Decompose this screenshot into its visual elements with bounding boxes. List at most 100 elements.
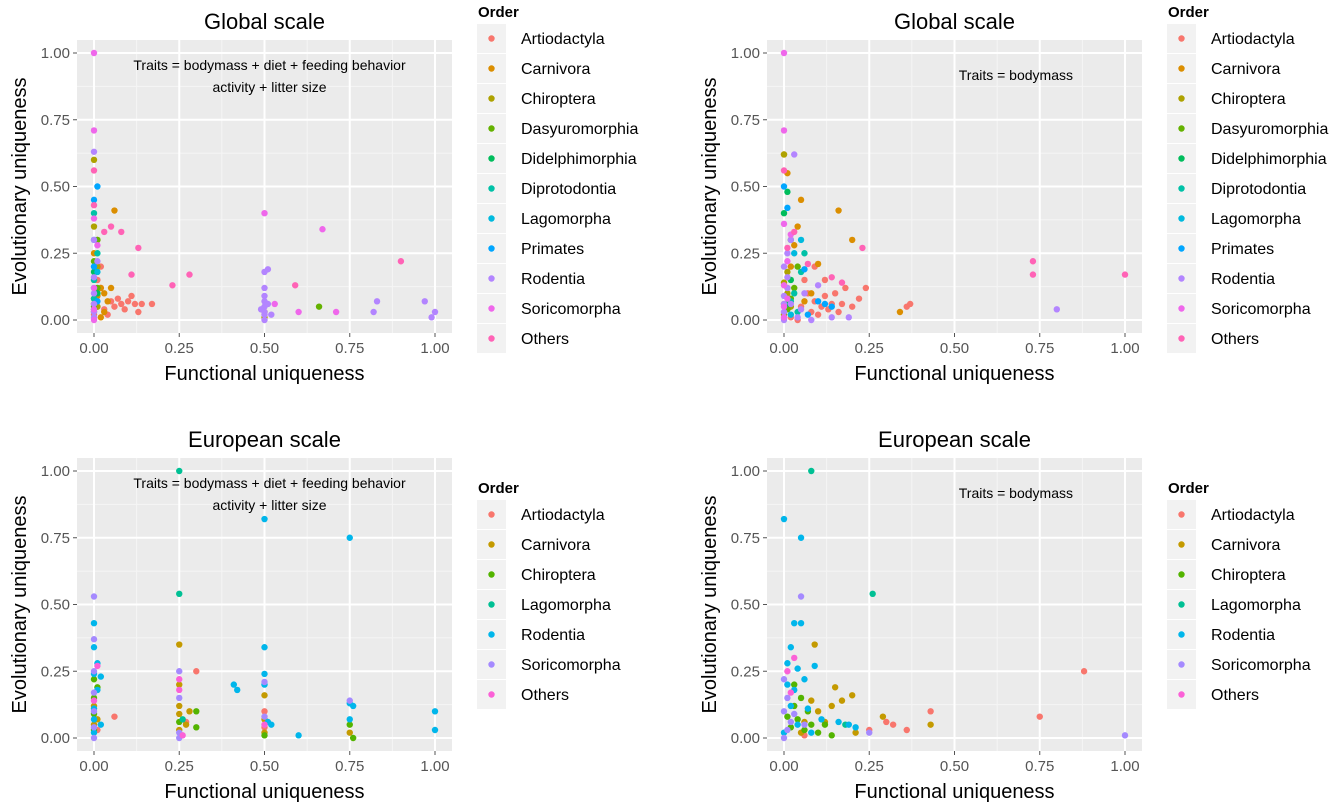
data-point-carnivora	[808, 290, 815, 297]
x-tick-label: 0.75	[1025, 340, 1054, 357]
x-tick-label: 0.00	[79, 758, 108, 775]
data-point-rodentia	[428, 314, 435, 321]
legend-label: Diprotodontia	[521, 181, 616, 198]
data-point-dasyuromorphia	[794, 263, 801, 270]
data-point-primates	[90, 196, 98, 204]
data-point-carnivora	[879, 713, 887, 720]
data-point-carnivora	[176, 702, 183, 710]
data-point-chiroptera	[261, 732, 268, 739]
legend-swatch	[488, 65, 495, 72]
y-tick-label: 0.50	[731, 179, 760, 196]
legend-label: Carnivora	[521, 537, 590, 554]
data-point-rodentia	[787, 702, 795, 710]
x-axis-title: Functional uniqueness	[854, 781, 1054, 802]
y-tick-label: 0.00	[41, 730, 70, 747]
data-point-others	[90, 167, 98, 174]
data-point-rodentia	[370, 308, 377, 316]
legend-swatch	[1178, 335, 1185, 342]
data-point-others	[186, 271, 193, 278]
scatter-plot-svg: 0.00 0.00 0.25 0.25 0.50 0.50 0.75 0.75 1.00 1.00…	[9, 427, 621, 803]
data-point-carnivora	[176, 710, 183, 718]
data-point-soricomorpha	[780, 734, 788, 742]
data-point-chiroptera	[90, 223, 98, 230]
data-point-soricomorpha	[90, 724, 98, 731]
legend-swatch	[488, 95, 495, 102]
data-point-rodentia	[845, 314, 852, 321]
data-point-lagomorpha	[179, 716, 186, 723]
y-axis-title: Evolutionary uniqueness	[699, 496, 721, 714]
legend-label: Artiodactyla	[1211, 507, 1295, 524]
data-point-soricomorpha	[784, 726, 791, 734]
data-point-rodentia	[835, 718, 842, 726]
data-point-soricomorpha	[784, 694, 791, 702]
data-point-others	[94, 662, 101, 670]
data-point-primates	[814, 298, 822, 305]
legend-label: Rodentia	[1211, 271, 1275, 288]
legend-title: Order	[478, 4, 519, 21]
data-point-rodentia	[431, 308, 439, 316]
data-point-carnivora	[107, 284, 115, 292]
data-point-carnivora	[176, 641, 183, 648]
data-point-primates	[94, 183, 101, 190]
data-point-lagomorpha	[869, 590, 876, 598]
data-point-carnivora	[849, 236, 856, 244]
legend-label: Dasyuromorphia	[521, 121, 638, 138]
y-tick-label: 0.75	[731, 530, 760, 547]
data-point-rodentia	[261, 316, 268, 324]
data-point-others	[780, 167, 788, 174]
data-point-others	[828, 274, 835, 281]
data-point-soricomorpha	[176, 694, 183, 702]
data-point-soricomorpha	[791, 710, 798, 718]
data-point-rodentia	[808, 316, 815, 324]
data-point-soricomorpha	[90, 636, 98, 643]
data-point-rodentia	[431, 726, 439, 734]
y-tick-label: 0.75	[731, 112, 760, 129]
data-point-rodentia	[346, 716, 353, 723]
data-point-rodentia	[264, 266, 272, 273]
data-point-artiodactyla	[903, 726, 910, 734]
data-point-chiroptera	[791, 681, 798, 688]
data-point-dasyuromorphia	[791, 284, 798, 292]
chart-global-all-traits: 0.00 0.00 0.25 0.25 0.50 0.50 0.75 0.75 1.00 1.00…	[0, 0, 651, 389]
legend-label: Artiodactyla	[1211, 31, 1295, 48]
data-point-soricomorpha	[780, 708, 788, 715]
chart-global-bodymass: 0.00 0.00 0.25 0.25 0.50 0.50 0.75 0.75 1.00 1.00…	[690, 0, 1341, 389]
data-point-artiodactyla	[835, 308, 842, 316]
data-point-primates	[828, 303, 835, 310]
data-point-artiodactyla	[131, 300, 139, 308]
y-tick-label: 0.25	[41, 663, 70, 680]
x-tick-label: 0.75	[335, 340, 364, 357]
data-point-rodentia	[90, 236, 98, 244]
legend-swatch	[488, 305, 495, 312]
data-point-others	[179, 732, 186, 739]
data-point-chiroptera	[808, 721, 815, 728]
legend-swatch	[488, 155, 495, 162]
data-point-others	[176, 676, 183, 683]
data-point-rodentia	[90, 644, 98, 651]
data-point-chiroptera	[90, 676, 98, 683]
x-tick-label: 0.50	[940, 340, 969, 357]
x-axis-title: Functional uniqueness	[164, 781, 364, 802]
legend-label: Soricomorpha	[521, 301, 621, 318]
y-tick-label: 0.25	[731, 245, 760, 262]
data-point-primates	[821, 300, 829, 308]
data-point-soricomorpha	[319, 226, 326, 233]
legend-swatch	[488, 125, 495, 132]
data-point-others	[859, 244, 866, 252]
data-point-rodentia	[787, 236, 795, 244]
data-point-others	[838, 279, 846, 286]
y-axis-title: Evolutionary uniqueness	[9, 496, 31, 714]
legend-swatch	[488, 185, 495, 192]
data-point-soricomorpha	[261, 678, 268, 686]
data-point-rodentia	[828, 314, 835, 321]
data-point-rodentia	[90, 716, 98, 723]
x-tick-label: 0.25	[855, 340, 884, 357]
data-point-rodentia	[787, 644, 795, 651]
data-point-rodentia	[90, 300, 98, 308]
data-point-soricomorpha	[801, 721, 808, 728]
data-point-carnivora	[849, 692, 856, 699]
data-point-soricomorpha	[780, 127, 788, 134]
data-point-chiroptera	[193, 708, 200, 715]
traits-annotation: activity + litter size	[213, 79, 327, 95]
legend-swatch	[1178, 245, 1185, 252]
